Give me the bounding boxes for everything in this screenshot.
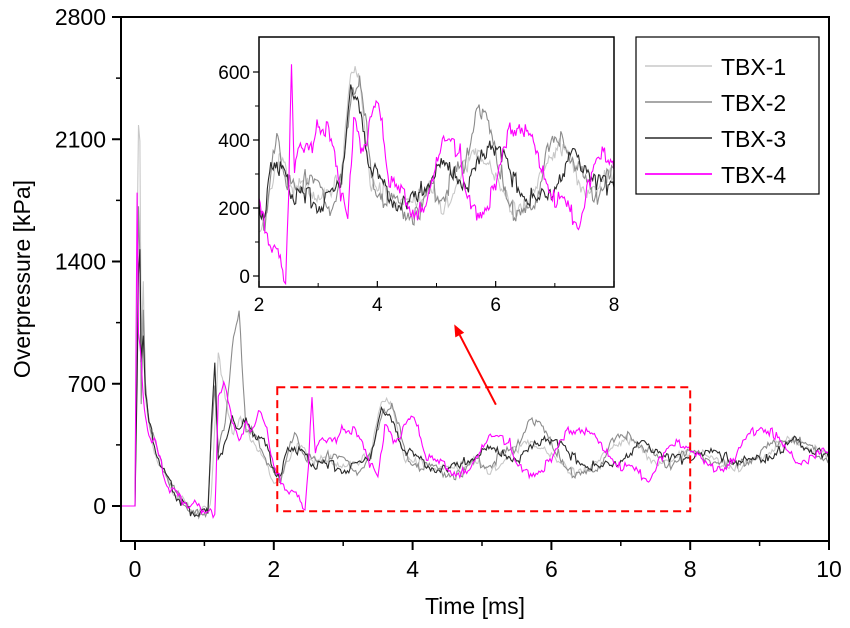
legend: TBX-1 TBX-2 TBX-3 TBX-4 (635, 36, 820, 195)
main-plot-frame (120, 16, 830, 542)
x-tick-label: 8 (684, 556, 697, 582)
inset-y-axis: 0 200 400 600 (218, 63, 259, 288)
inset-series-line-tbx-4 (258, 64, 615, 286)
x-tick-label: 10 (816, 556, 842, 582)
x-tick-label: 4 (406, 556, 419, 582)
y-tick-label: 700 (68, 371, 106, 397)
inset-y-tick-label: 600 (218, 63, 250, 84)
legend-label-tbx-2: TBX-2 (721, 90, 786, 116)
inset-plot: 2 4 6 8 0 200 400 600 (218, 36, 620, 316)
y-tick-label: 2800 (55, 4, 106, 30)
x-axis-title: Time [ms] (425, 593, 525, 619)
y-tick-label: 1400 (55, 249, 106, 275)
series-line-tbx-3 (121, 249, 830, 518)
inset-y-tick-label: 0 (239, 267, 250, 288)
main-series-group (121, 124, 830, 520)
inset-x-tick-label: 6 (490, 295, 501, 316)
legend-label-tbx-4: TBX-4 (721, 162, 786, 188)
legend-label-tbx-3: TBX-3 (721, 126, 786, 152)
legend-label-tbx-1: TBX-1 (721, 54, 786, 80)
zoom-region-box (276, 386, 692, 513)
zoom-arrow (458, 334, 497, 406)
legend-box (635, 36, 820, 195)
inset-series-group (258, 64, 615, 286)
series-line-tbx-4 (121, 192, 830, 520)
inset-y-tick-label: 200 (218, 199, 250, 220)
x-tick-label: 6 (545, 556, 558, 582)
inset-series-line-tbx-2 (258, 75, 615, 232)
inset-series-line-tbx-3 (258, 84, 615, 222)
zoom-arrow-head (454, 324, 465, 338)
inset-x-tick-label: 4 (372, 295, 383, 316)
x-tick-label: 2 (267, 556, 280, 582)
inset-x-tick-label: 8 (609, 295, 620, 316)
y-tick-label: 2100 (55, 126, 106, 152)
main-y-axis: 0 700 1400 2100 2800 (55, 4, 121, 519)
y-axis-title: Overpressure [kPa] (9, 180, 35, 378)
main-x-axis: 0 2 4 6 8 10 (129, 541, 842, 582)
inset-x-tick-label: 2 (254, 295, 265, 316)
inset-x-axis: 2 4 6 8 (254, 281, 620, 316)
y-tick-label: 0 (93, 493, 106, 519)
x-tick-label: 0 (129, 556, 142, 582)
inset-y-tick-label: 400 (218, 131, 250, 152)
